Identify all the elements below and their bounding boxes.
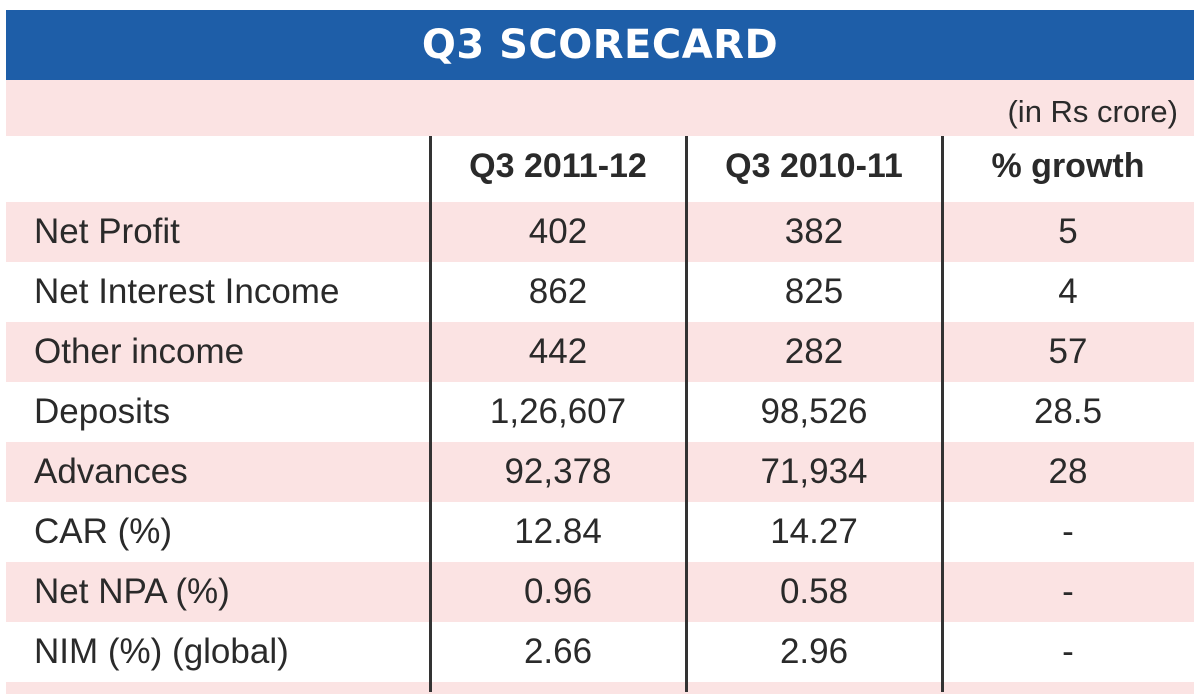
table-row: Advances 92,378 71,934 28 [6, 442, 1194, 502]
cell-growth: 4 [1058, 272, 1078, 311]
cell-growth: - [1062, 572, 1074, 611]
column-divider [685, 136, 688, 692]
cell-q3-2011-12: 12.84 [514, 512, 602, 551]
cell-growth: 57 [1048, 332, 1088, 371]
cell-q3-2010-11: 71,934 [760, 452, 868, 491]
header-q3-2010-11: Q3 2010-11 [725, 146, 903, 185]
cell-q3-2010-11: 382 [784, 212, 844, 251]
header-q3-2011-12: Q3 2011-12 [469, 146, 647, 185]
header-label-cell [6, 136, 430, 196]
cell-q3-2011-12: 442 [528, 332, 588, 371]
row-label: Other income [34, 332, 245, 371]
table-row: NIM (%) (global) 2.66 2.96 - [6, 622, 1194, 682]
cell-q3-2010-11: 14.27 [770, 512, 858, 551]
header-row: Q3 2011-12 Q3 2010-11 % growth [6, 136, 1194, 196]
row-label: NIM (%) (global) [34, 632, 289, 671]
units-note: (in Rs crore) [1007, 94, 1178, 129]
cell-q3-2011-12: 862 [528, 272, 588, 311]
column-divider [429, 136, 432, 692]
table-row: Deposits 1,26,607 98,526 28.5 [6, 382, 1194, 442]
scorecard-table: (in Rs crore) Q3 2011-12 Q3 2010-11 % gr… [6, 80, 1194, 694]
chart-title: Q3 SCORECARD [421, 22, 779, 68]
cell-q3-2010-11: 98,526 [760, 392, 868, 431]
cell-q3-2010-11: 2.96 [779, 632, 849, 671]
cell-q3-2011-12: 2.66 [523, 632, 593, 671]
cell-q3-2010-11: 0.58 [779, 572, 849, 611]
row-label: Net Interest Income [34, 272, 340, 311]
cell-q3-2011-12: 402 [528, 212, 588, 251]
cell-q3-2011-12: 1,26,607 [489, 392, 627, 431]
cell-q3-2011-12: 92,378 [504, 452, 612, 491]
bottom-band [6, 682, 1194, 694]
column-divider [941, 136, 944, 692]
cell-q3-2010-11: 825 [784, 272, 844, 311]
row-label: Deposits [34, 392, 171, 431]
table-row: CAR (%) 12.84 14.27 - [6, 502, 1194, 562]
units-band: (in Rs crore) [6, 80, 1194, 136]
row-label: Advances [34, 452, 188, 491]
cell-growth: 28 [1048, 452, 1088, 491]
table-row: Other income 442 282 57 [6, 322, 1194, 382]
title-bar: Q3 SCORECARD [6, 10, 1194, 80]
table-row: Net NPA (%) 0.96 0.58 - [6, 562, 1194, 622]
header-growth: % growth [991, 146, 1145, 185]
table-row: Net Interest Income 862 825 4 [6, 262, 1194, 322]
table-row: Net Profit 402 382 5 [6, 202, 1194, 262]
row-label: Net Profit [34, 212, 180, 251]
row-label: CAR (%) [34, 512, 173, 551]
cell-growth: - [1062, 632, 1074, 671]
row-label: Net NPA (%) [34, 572, 230, 611]
cell-growth: 28.5 [1033, 392, 1103, 431]
cell-q3-2011-12: 0.96 [523, 572, 593, 611]
cell-q3-2010-11: 282 [784, 332, 844, 371]
cell-growth: 5 [1058, 212, 1078, 251]
cell-growth: - [1062, 512, 1074, 551]
